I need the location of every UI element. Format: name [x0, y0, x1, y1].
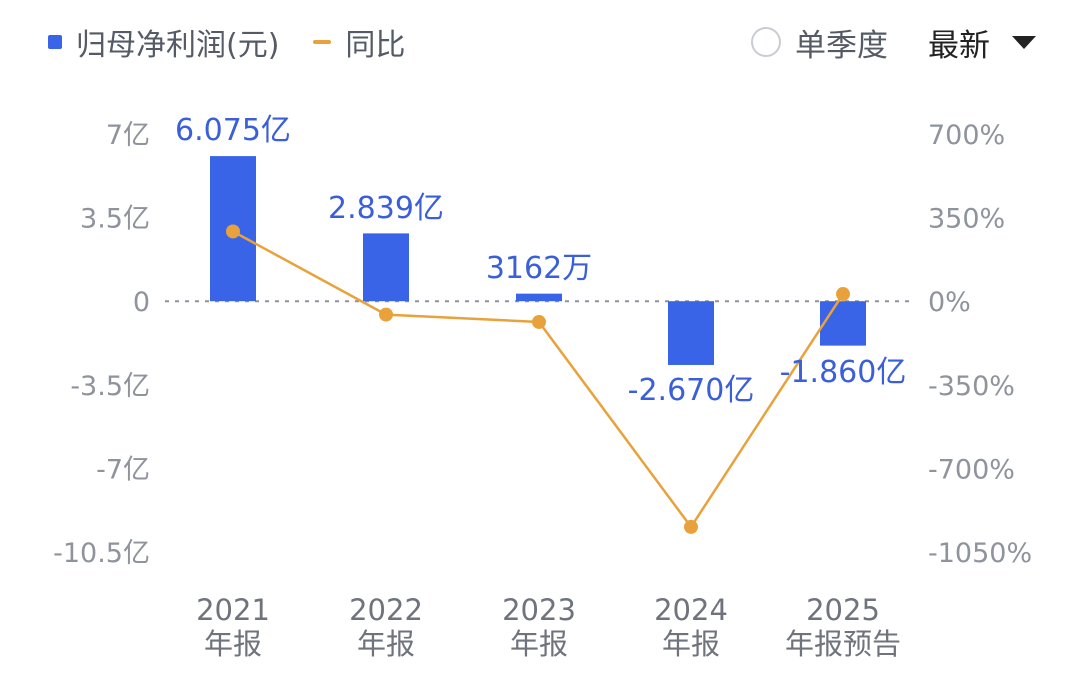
left-axis-tick-label: -7亿	[96, 454, 150, 485]
bar-data-label: -1.860亿	[780, 355, 907, 390]
legend-item-profit: 归母净利润(元)	[48, 20, 279, 64]
single-quarter-label[interactable]: 单季度	[795, 27, 888, 64]
x-axis-year-label: 2021	[196, 593, 270, 627]
x-axis-year-label: 2024	[654, 593, 728, 627]
left-axis-tick-label: 0	[133, 287, 150, 318]
yoy-point	[379, 307, 393, 322]
yoy-point	[532, 314, 546, 329]
right-axis-tick-label: 350%	[928, 204, 1005, 235]
x-axis-report-label: 年报	[204, 627, 262, 661]
right-axis-tick-label: -350%	[928, 371, 1015, 402]
x-axis-report-label: 年报预告	[785, 627, 901, 661]
right-axis-tick-label: 700%	[928, 120, 1005, 151]
right-axis-tick-label: -700%	[928, 454, 1015, 485]
profit-bar	[668, 301, 714, 365]
period-select[interactable]: 最新	[928, 20, 1036, 65]
bar-data-label: -2.670亿	[628, 373, 755, 408]
x-axis-year-label: 2025	[806, 593, 880, 627]
bar-data-label: 3162万	[486, 251, 592, 286]
left-axis-tick-label: 7亿	[106, 120, 150, 151]
line-swatch-icon	[313, 40, 332, 44]
x-axis-report-label: 年报	[357, 627, 415, 661]
x-axis-year-label: 2022	[349, 593, 423, 627]
legend-yoy-label: 同比	[345, 28, 406, 63]
profit-bar	[363, 233, 409, 302]
x-axis-report-label: 年报	[662, 627, 720, 661]
yoy-point	[836, 287, 850, 302]
right-axis-tick-label: -1050%	[928, 538, 1032, 569]
caret-down-icon[interactable]	[1012, 35, 1036, 49]
legend: 归母净利润(元) 同比	[48, 20, 439, 64]
bar-data-label: 2.839亿	[328, 191, 444, 226]
left-axis-tick-label: -3.5亿	[70, 371, 150, 402]
left-axis-tick-label: 3.5亿	[80, 204, 150, 235]
x-axis-year-label: 2023	[502, 593, 576, 627]
x-axis-report-label: 年报	[510, 627, 568, 661]
left-axis-tick-label: -10.5亿	[53, 538, 150, 569]
single-quarter-radio[interactable]	[751, 27, 781, 57]
profit-bar	[516, 293, 562, 302]
profit-bar	[820, 301, 866, 346]
legend-profit-label: 归母净利润(元)	[76, 28, 280, 63]
period-select-value[interactable]: 最新	[928, 27, 990, 64]
yoy-point	[684, 519, 698, 534]
legend-item-yoy: 同比	[313, 20, 405, 64]
right-axis-tick-label: 0%	[928, 287, 971, 318]
bar-swatch-icon	[48, 35, 62, 49]
chart-controls: 单季度 最新	[751, 20, 1036, 65]
bar-data-label: 6.075亿	[175, 113, 291, 148]
yoy-point	[226, 224, 240, 239]
